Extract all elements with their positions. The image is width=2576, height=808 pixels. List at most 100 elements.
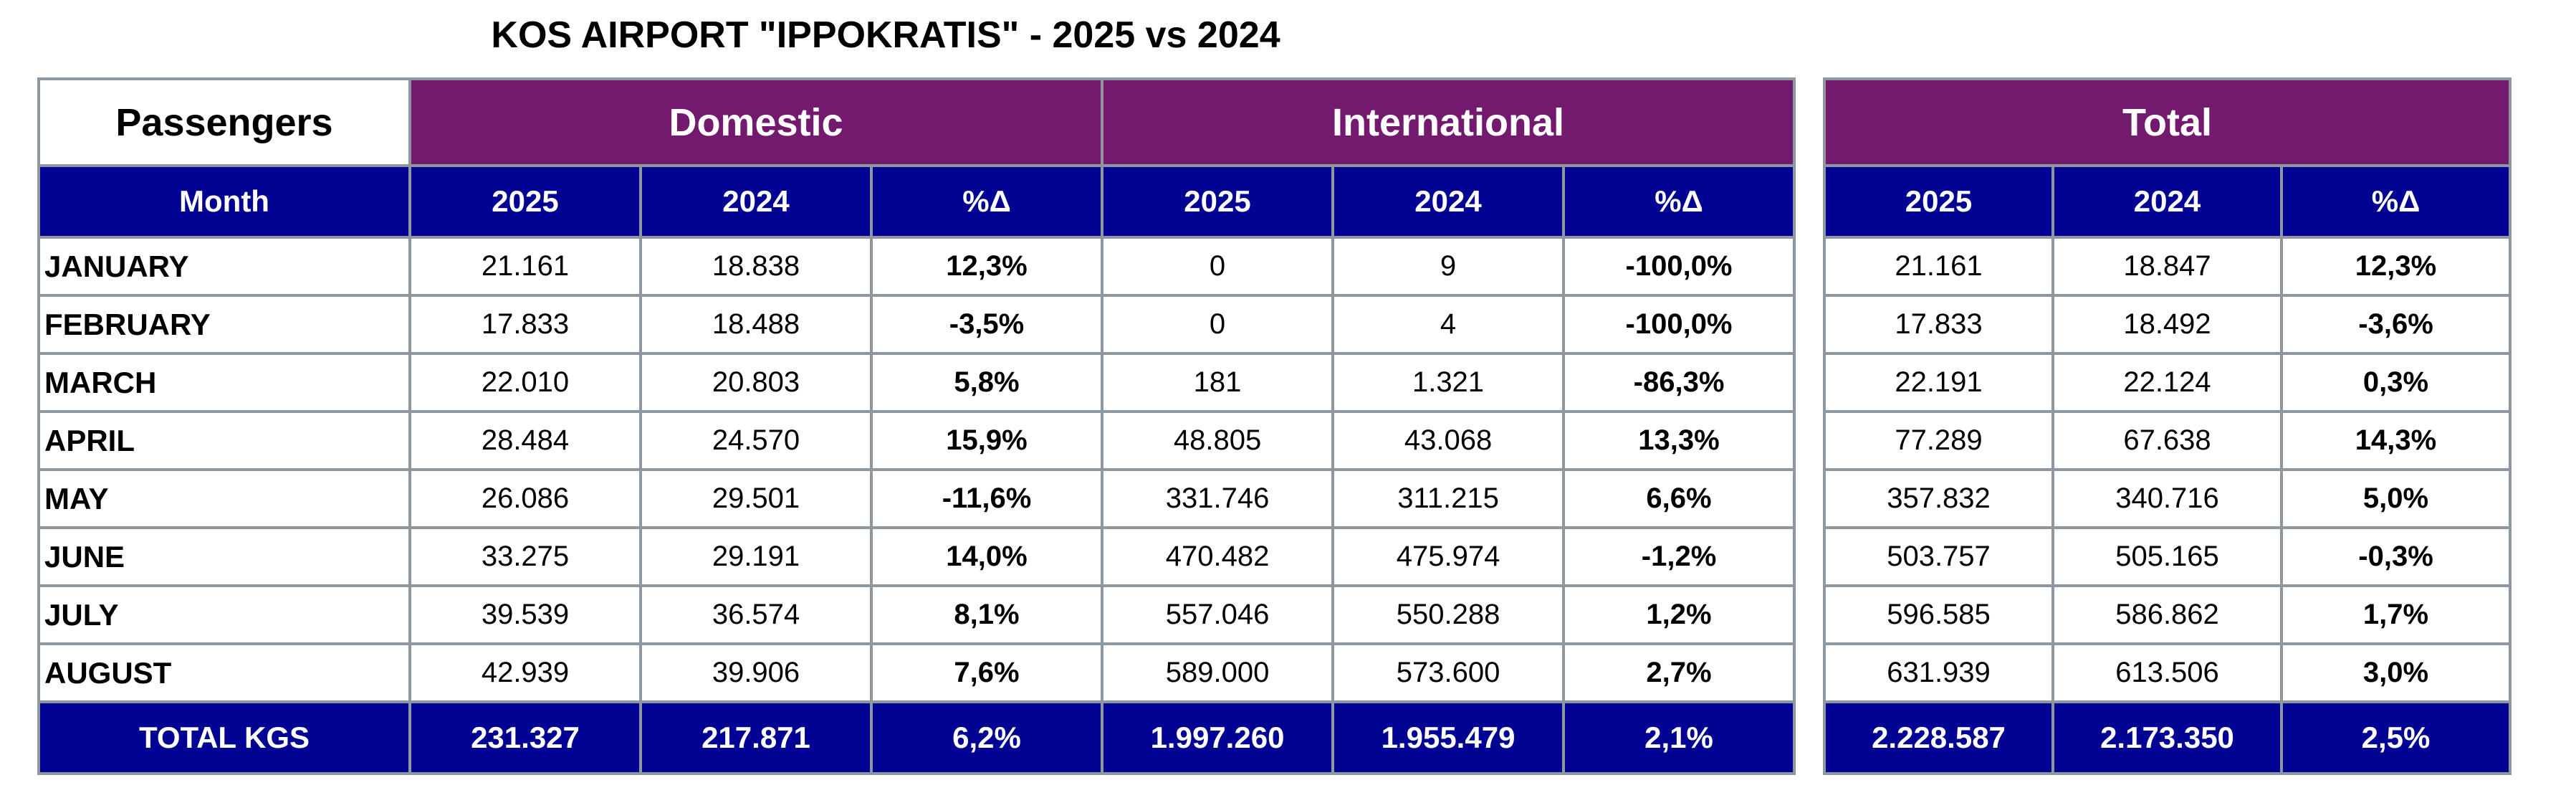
domestic-2024-cell: 36.574 — [639, 584, 873, 645]
month-cell: MAY — [37, 468, 411, 529]
domestic-2025-cell: 22.010 — [408, 352, 642, 413]
month-cell: FEBRUARY — [37, 294, 411, 355]
international-2024-cell: 43.068 — [1331, 410, 1566, 471]
domestic-2024-cell: 39.906 — [639, 642, 873, 703]
table-row: 22.191 22.124 0,3% — [1823, 352, 2512, 413]
total-2025-cell: 21.161 — [1823, 236, 2054, 297]
total-pct-cell: 5,0% — [2279, 468, 2512, 529]
international-2025-header: 2025 — [1101, 164, 1335, 239]
international-pct-header: %Δ — [1562, 164, 1796, 239]
international-2025-cell: 0 — [1101, 236, 1335, 297]
total-pct-cell: -0,3% — [2279, 526, 2512, 587]
domestic-pct-cell: 7,6% — [869, 642, 1104, 703]
month-column-header: Month — [37, 164, 411, 239]
international-2024-cell: 475.974 — [1331, 526, 1566, 587]
domestic-2024-cell: 18.488 — [639, 294, 873, 355]
international-pct-cell: 1,2% — [1562, 584, 1796, 645]
total-pct-cell: -3,6% — [2279, 294, 2512, 355]
international-pct-cell: -86,3% — [1562, 352, 1796, 413]
table-row: 357.832 340.716 5,0% — [1823, 468, 2512, 529]
domestic-pct-cell: 5,8% — [869, 352, 1104, 413]
month-cell: JANUARY — [37, 236, 411, 297]
domestic-pct-header: %Δ — [869, 164, 1104, 239]
total-pct-cell: 14,3% — [2279, 410, 2512, 471]
table-row: 503.757 505.165 -0,3% — [1823, 526, 2512, 587]
domestic-pct-cell: -11,6% — [869, 468, 1104, 529]
table-row: MAY 26.086 29.501 -11,6% 331.746 311.215 6,6% — [37, 468, 1796, 529]
international-2024-header: 2024 — [1331, 164, 1566, 239]
month-cell: JUNE — [37, 526, 411, 587]
table-row: JUNE 33.275 29.191 14,0% 470.482 475.974 -1,2% — [37, 526, 1796, 587]
grand-total-2025: 2.228.587 — [1823, 700, 2054, 775]
international-2024-cell: 1.321 — [1331, 352, 1566, 413]
international-2025-cell: 181 — [1101, 352, 1335, 413]
total-row: 2.228.587 2.173.350 2,5% — [1823, 700, 2512, 775]
total-pct-cell: 12,3% — [2279, 236, 2512, 297]
domestic-2025-header: 2025 — [408, 164, 642, 239]
total-2024-cell: 340.716 — [2051, 468, 2283, 529]
international-2025-cell: 0 — [1101, 294, 1335, 355]
total-2024-header: 2024 — [2051, 164, 2283, 239]
total-pct-cell: 1,7% — [2279, 584, 2512, 645]
total-2024-cell: 67.638 — [2051, 410, 2283, 471]
domestic-2024-cell: 24.570 — [639, 410, 873, 471]
international-pct-cell: -100,0% — [1562, 236, 1796, 297]
total-2025-cell: 17.833 — [1823, 294, 2054, 355]
domestic-2025-cell: 26.086 — [408, 468, 642, 529]
total-pct-header: %Δ — [2279, 164, 2512, 239]
total-2025-cell: 77.289 — [1823, 410, 2054, 471]
total-pct-cell: 3,0% — [2279, 642, 2512, 703]
international-2025-cell: 589.000 — [1101, 642, 1335, 703]
domestic-2024-cell: 18.838 — [639, 236, 873, 297]
total-2024-cell: 18.847 — [2051, 236, 2283, 297]
table-row: 631.939 613.506 3,0% — [1823, 642, 2512, 703]
total-2025-cell: 357.832 — [1823, 468, 2054, 529]
total-2024-cell: 613.506 — [2051, 642, 2283, 703]
table-row: 21.161 18.847 12,3% — [1823, 236, 2512, 297]
international-pct-cell: 2,7% — [1562, 642, 1796, 703]
table-row: MARCH 22.010 20.803 5,8% 181 1.321 -86,3% — [37, 352, 1796, 413]
domestic-2025-cell: 17.833 — [408, 294, 642, 355]
total-pct-cell: 0,3% — [2279, 352, 2512, 413]
international-pct-cell: -100,0% — [1562, 294, 1796, 355]
month-cell: AUGUST — [37, 642, 411, 703]
domestic-2024-cell: 29.191 — [639, 526, 873, 587]
total-2025-cell: 596.585 — [1823, 584, 2054, 645]
international-pct-cell: 13,3% — [1562, 410, 1796, 471]
table-row: JANUARY 21.161 18.838 12,3% 0 9 -100,0% — [37, 236, 1796, 297]
domestic-pct-cell: 14,0% — [869, 526, 1104, 587]
total-label: TOTAL KGS — [37, 700, 411, 775]
domestic-pct-cell: 8,1% — [869, 584, 1104, 645]
domestic-pct-cell: 12,3% — [869, 236, 1104, 297]
main-table: Passengers Domestic International Month … — [37, 77, 1796, 775]
domestic-2024-cell: 29.501 — [639, 468, 873, 529]
total-international-pct: 2,1% — [1562, 700, 1796, 775]
total-international-2024: 1.955.479 — [1331, 700, 1566, 775]
international-pct-cell: 6,6% — [1562, 468, 1796, 529]
international-2025-cell: 331.746 — [1101, 468, 1335, 529]
total-2025-cell: 631.939 — [1823, 642, 2054, 703]
month-cell: JULY — [37, 584, 411, 645]
month-cell: APRIL — [37, 410, 411, 471]
domestic-pct-cell: 15,9% — [869, 410, 1104, 471]
international-2024-cell: 9 — [1331, 236, 1566, 297]
total-header: Total — [1822, 77, 2512, 167]
international-2024-cell: 573.600 — [1331, 642, 1566, 703]
total-2024-cell: 505.165 — [2051, 526, 2283, 587]
domestic-2025-cell: 28.484 — [408, 410, 642, 471]
international-2024-cell: 550.288 — [1331, 584, 1566, 645]
page-title: KOS AIRPORT "IPPOKRATIS" - 2025 vs 2024 — [491, 14, 1280, 56]
table-row: 17.833 18.492 -3,6% — [1823, 294, 2512, 355]
total-row: TOTAL KGS 231.327 217.871 6,2% 1.997.260 1.95… — [37, 700, 1796, 775]
total-domestic-2024: 217.871 — [639, 700, 873, 775]
table-row: 596.585 586.862 1,7% — [1823, 584, 2512, 645]
table-row: AUGUST 42.939 39.906 7,6% 589.000 573.600 2,7% — [37, 642, 1796, 703]
total-domestic-pct: 6,2% — [869, 700, 1104, 775]
table-row: APRIL 28.484 24.570 15,9% 48.805 43.068 13,3% — [37, 410, 1796, 471]
total-2025-cell: 22.191 — [1823, 352, 2054, 413]
domestic-2025-cell: 42.939 — [408, 642, 642, 703]
total-domestic-2025: 231.327 — [408, 700, 642, 775]
domestic-2025-cell: 39.539 — [408, 584, 642, 645]
grand-total-pct: 2,5% — [2279, 700, 2512, 775]
total-2024-cell: 22.124 — [2051, 352, 2283, 413]
